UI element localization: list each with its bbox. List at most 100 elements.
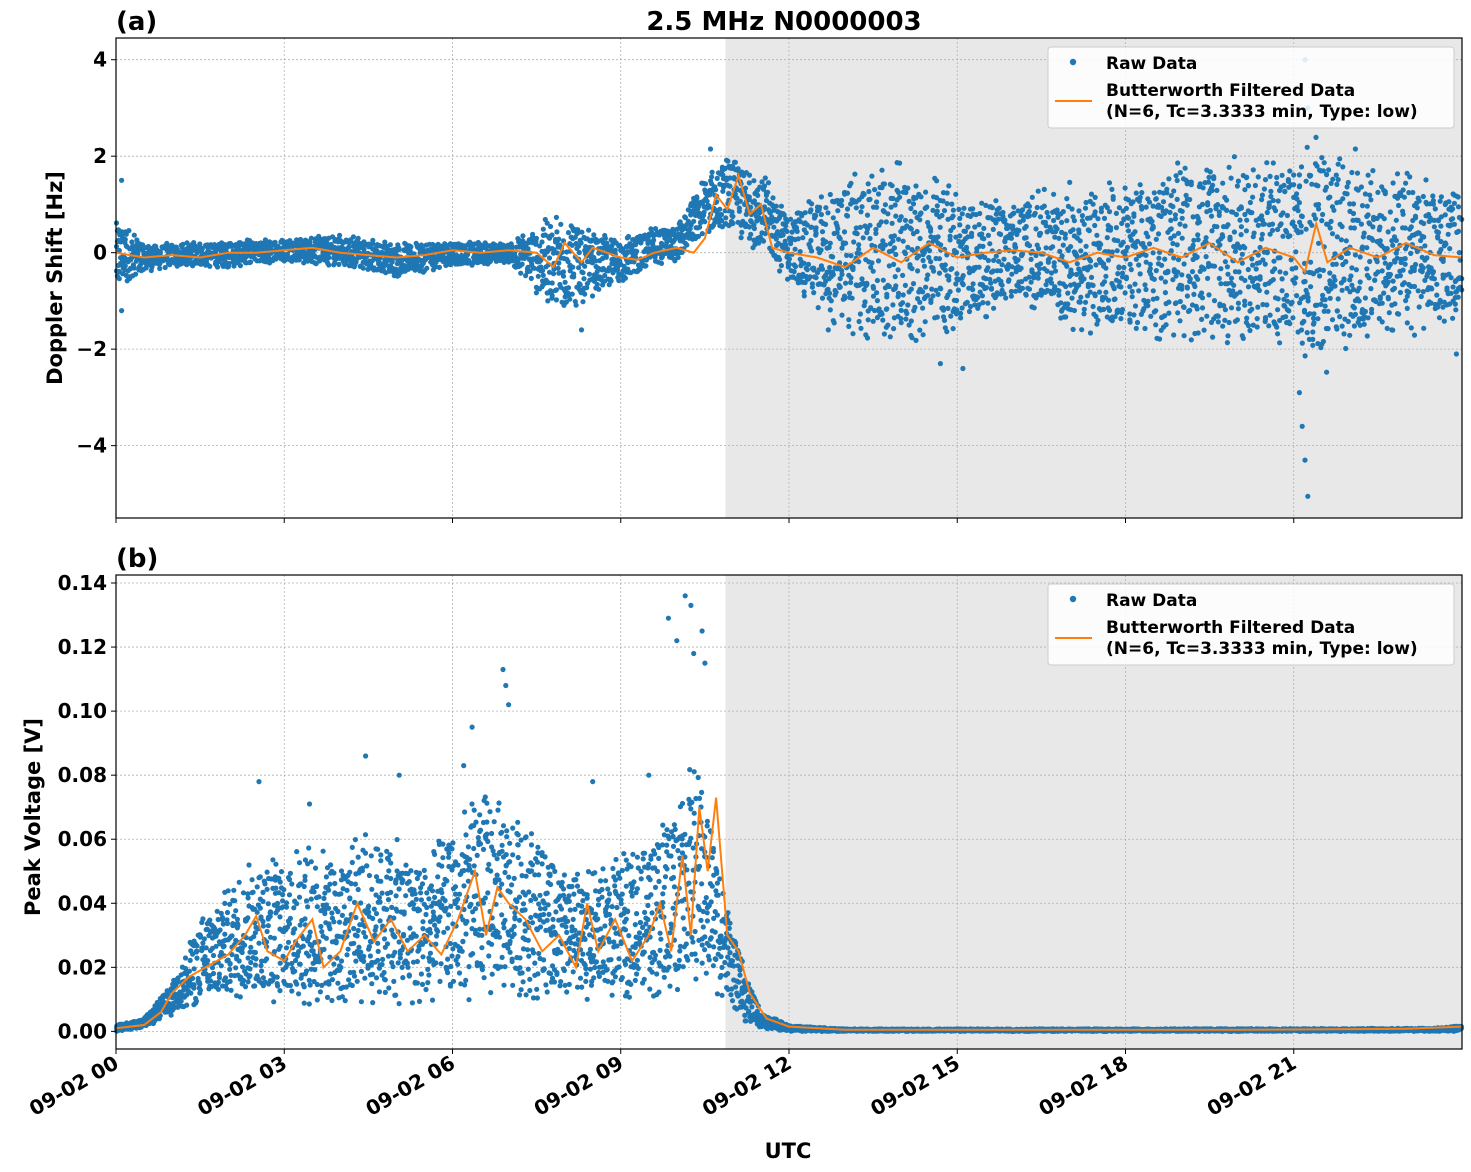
raw-data-point	[1064, 263, 1070, 269]
raw-data-point	[788, 216, 794, 222]
raw-data-point	[1164, 190, 1170, 196]
raw-data-point	[643, 263, 649, 269]
raw-data-point	[1029, 194, 1035, 200]
raw-data-point	[882, 242, 889, 248]
raw-data-point	[1341, 331, 1347, 337]
raw-data-point	[1293, 265, 1299, 271]
raw-data-point	[1262, 315, 1269, 321]
raw-data-point	[960, 273, 966, 279]
raw-data-point	[608, 278, 614, 284]
raw-data-point	[1251, 230, 1257, 236]
raw-data-point	[227, 966, 233, 972]
raw-data-point	[1370, 224, 1376, 230]
raw-data-point	[765, 180, 772, 186]
raw-data-point	[565, 258, 571, 265]
raw-data-point	[818, 247, 824, 253]
raw-data-point	[1205, 275, 1211, 281]
raw-data-point	[949, 266, 955, 272]
raw-data-point	[553, 287, 560, 293]
raw-data-point	[1196, 219, 1202, 225]
raw-data-point	[922, 319, 928, 325]
raw-data-point	[1279, 288, 1285, 294]
raw-data-point	[970, 287, 976, 293]
raw-data-point	[118, 239, 124, 245]
raw-data-point	[739, 229, 745, 235]
raw-data-point	[1101, 215, 1108, 221]
raw-data-point	[1250, 167, 1256, 173]
raw-data-point	[594, 281, 600, 288]
raw-data-point	[1420, 265, 1426, 271]
raw-data-point	[865, 317, 871, 323]
raw-data-point	[1111, 286, 1117, 292]
raw-data-point	[535, 273, 541, 279]
raw-data-point	[1123, 274, 1129, 280]
raw-data-point	[935, 291, 941, 297]
raw-data-point	[981, 236, 987, 242]
raw-data-point	[819, 266, 826, 272]
raw-data-point	[531, 265, 537, 271]
raw-data-point	[1195, 237, 1201, 243]
raw-data-point	[1136, 288, 1142, 294]
raw-data-point	[1343, 238, 1349, 244]
raw-data-point	[1195, 276, 1201, 282]
raw-data-point	[1247, 199, 1253, 206]
raw-data-point	[1356, 298, 1362, 304]
panel-a-label: (a)	[116, 7, 157, 37]
raw-data-point	[1184, 293, 1190, 299]
raw-data-point	[957, 215, 963, 221]
raw-data-point	[1119, 306, 1126, 313]
raw-data-point	[1010, 223, 1016, 229]
raw-data-point	[1119, 270, 1126, 276]
raw-data-point	[1456, 250, 1462, 256]
raw-data-point	[1292, 280, 1298, 286]
raw-data-point	[1153, 196, 1159, 202]
raw-data-point	[1143, 204, 1149, 210]
raw-data-point	[1171, 188, 1177, 194]
raw-data-point	[1098, 241, 1104, 247]
raw-data-point	[1372, 277, 1378, 283]
raw-data-point	[520, 233, 526, 239]
raw-data-point	[934, 208, 940, 214]
raw-data-point	[184, 1002, 190, 1008]
raw-data-point	[827, 307, 833, 313]
raw-data-point	[917, 217, 923, 223]
raw-data-point	[857, 311, 864, 317]
raw-data-point	[201, 936, 207, 942]
raw-data-point	[882, 202, 889, 208]
raw-data-point	[1013, 244, 1019, 250]
raw-data-point	[1412, 213, 1419, 219]
raw-data-point	[1256, 287, 1262, 294]
raw-data-point	[350, 234, 356, 240]
raw-data-point	[800, 235, 806, 241]
raw-data-point	[1056, 292, 1062, 298]
raw-data-point	[1179, 283, 1185, 289]
raw-data-point	[1214, 224, 1220, 230]
raw-data-point	[980, 300, 986, 306]
raw-data-point	[1280, 210, 1286, 216]
raw-data-point	[1211, 263, 1218, 269]
raw-data-point	[1296, 390, 1302, 396]
raw-data-point	[870, 318, 876, 324]
raw-data-point	[540, 267, 546, 274]
raw-data-point	[1215, 319, 1221, 325]
raw-data-point	[948, 313, 954, 319]
raw-data-point	[879, 311, 885, 317]
raw-data-point	[727, 183, 733, 189]
raw-data-point	[934, 203, 940, 209]
raw-data-point	[1225, 333, 1231, 339]
raw-data-point	[1028, 256, 1034, 262]
raw-data-point	[1275, 198, 1281, 204]
raw-data-point	[182, 955, 189, 961]
raw-data-point	[1379, 268, 1385, 274]
raw-data-point	[1188, 337, 1194, 343]
raw-data-point	[1222, 307, 1228, 313]
raw-data-point	[1194, 254, 1200, 260]
raw-data-point	[856, 246, 862, 252]
raw-data-point	[1254, 324, 1260, 330]
raw-data-point	[1194, 306, 1200, 312]
raw-data-point	[1068, 244, 1074, 250]
raw-data-point	[947, 289, 953, 295]
raw-data-point	[856, 242, 862, 248]
raw-data-point	[1299, 423, 1305, 429]
raw-data-point	[129, 239, 135, 245]
